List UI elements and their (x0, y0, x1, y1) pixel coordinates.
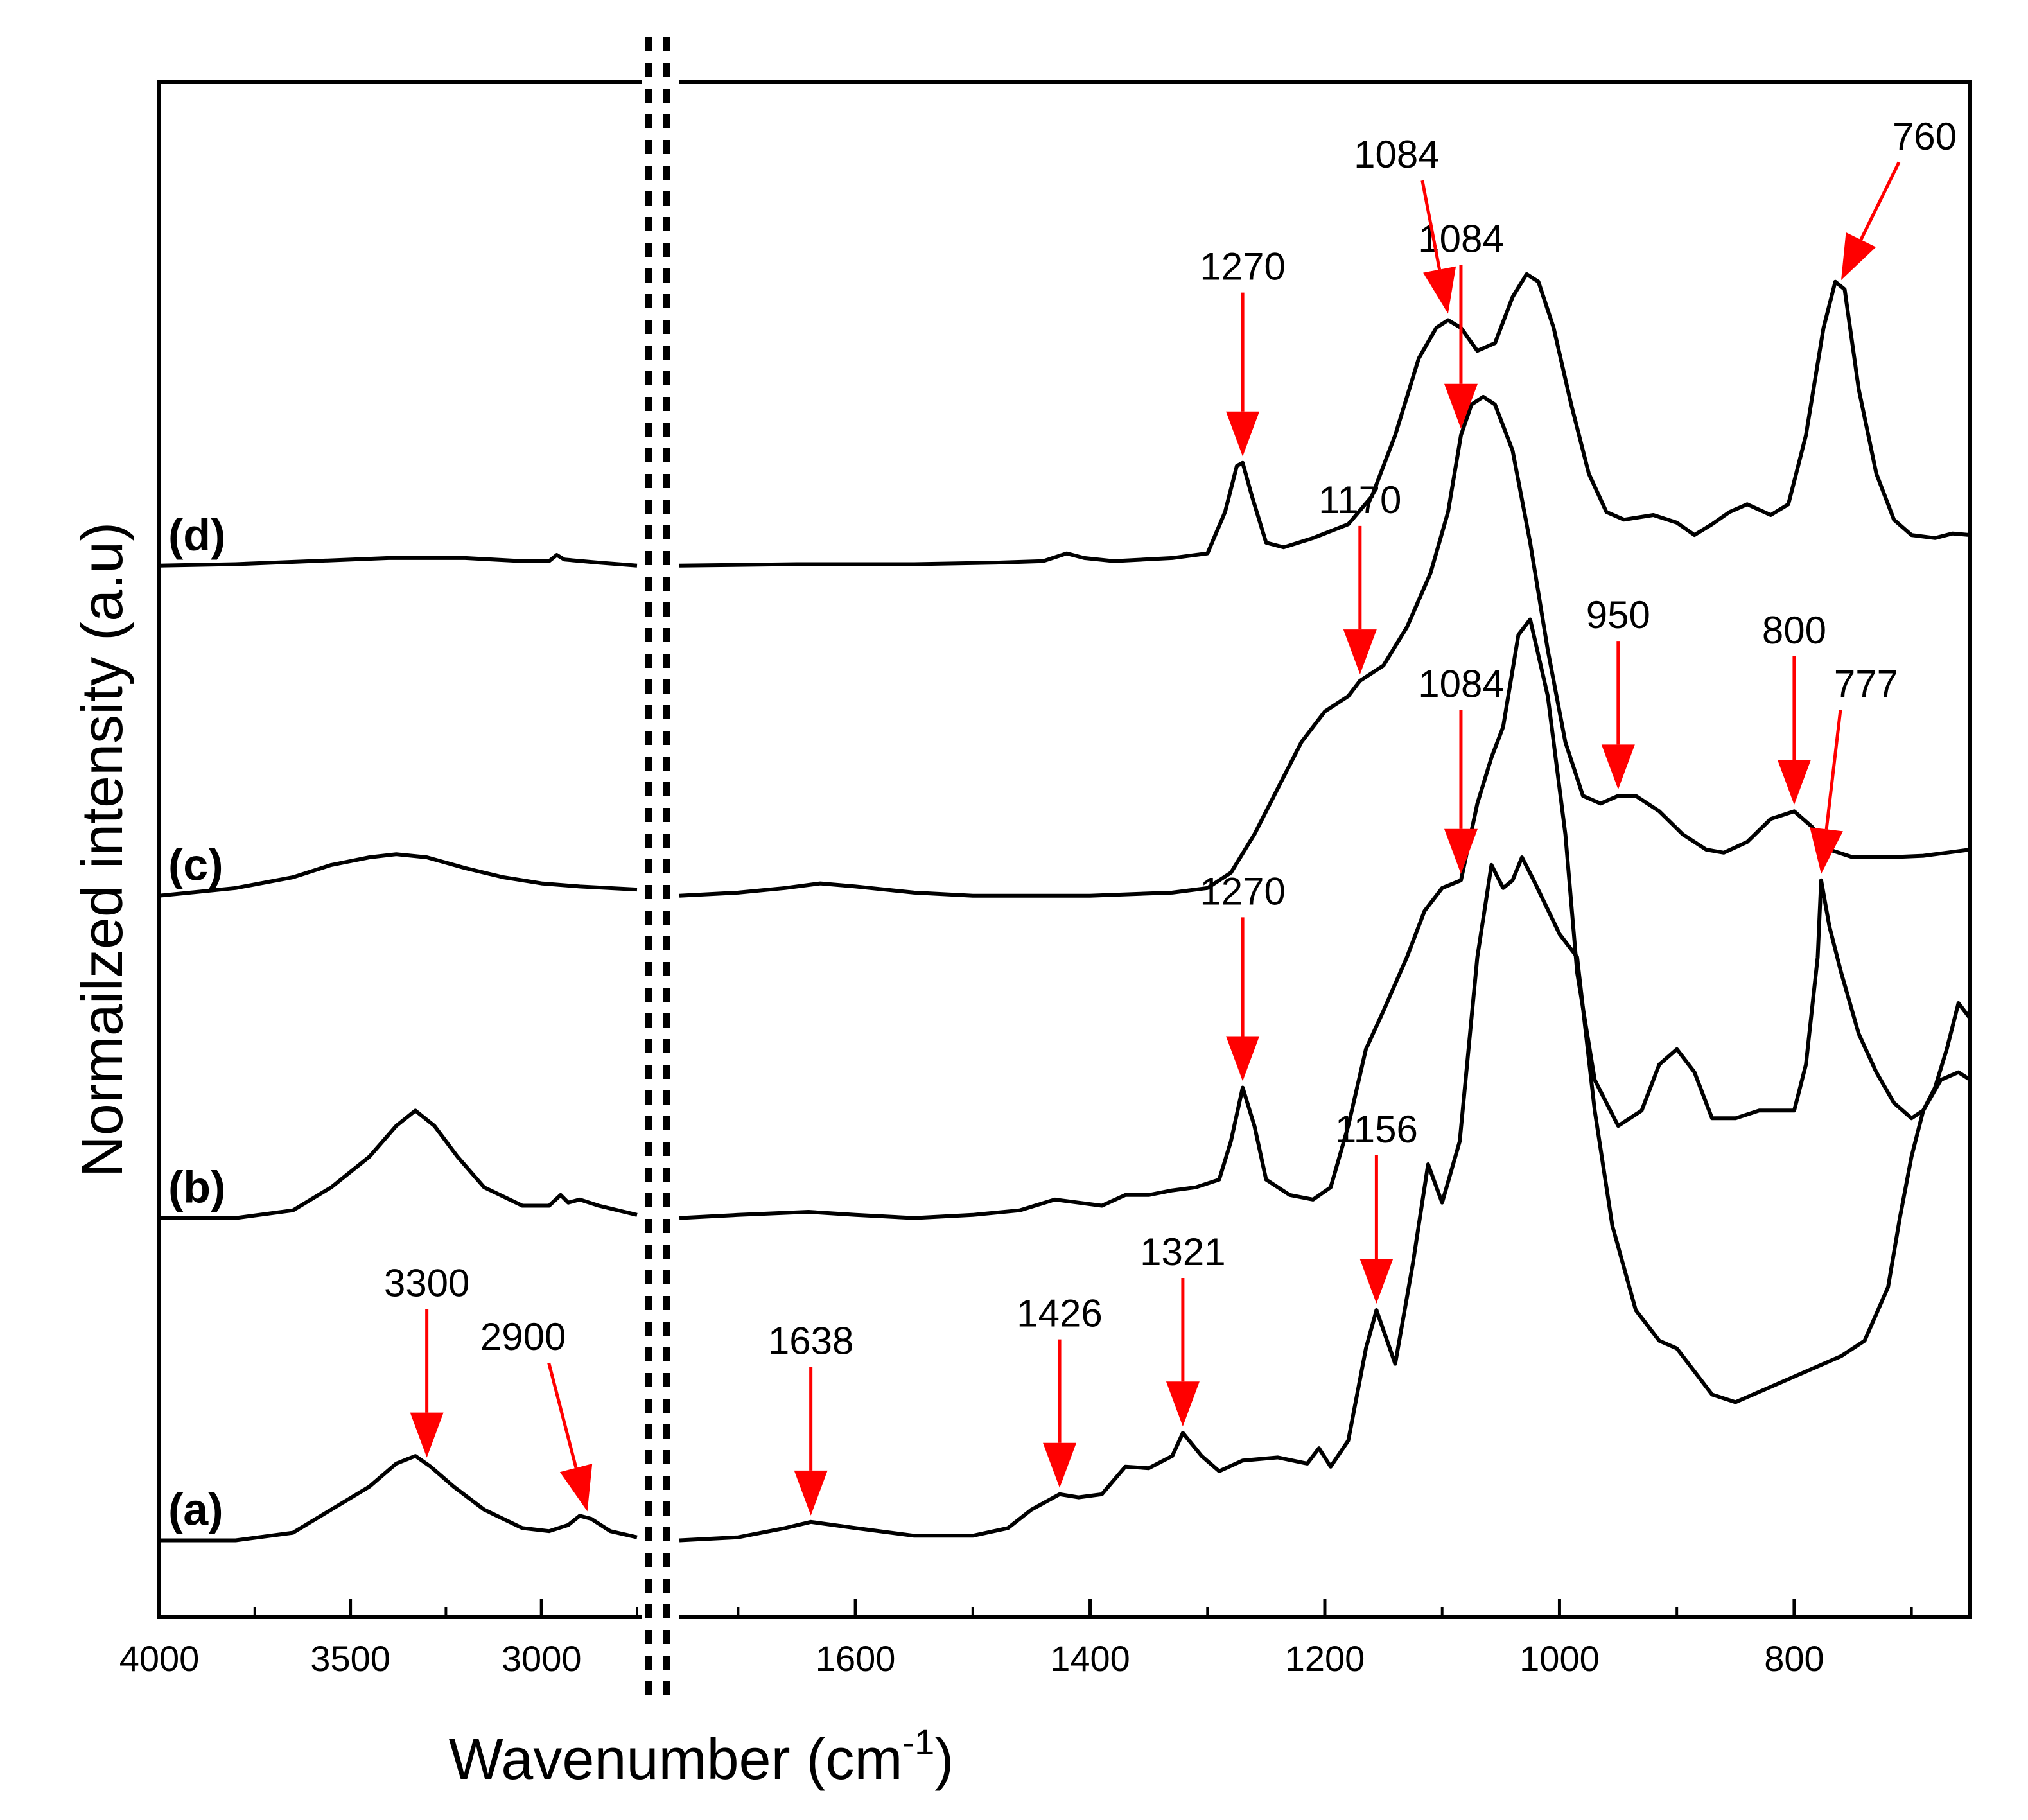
peak-arrow-head (1226, 1036, 1260, 1081)
peak-label: 1084 (1354, 133, 1439, 176)
trace-line-left (159, 1108, 638, 1220)
peak-arrow-head (1444, 828, 1478, 874)
peak-label: 1156 (1335, 1108, 1418, 1151)
peak-label: 1426 (1017, 1292, 1102, 1335)
trace-line-right (679, 855, 1972, 1543)
plot-frame (157, 80, 1972, 1619)
x-tick-label: 1000 (1519, 1638, 1600, 1679)
peak-annotations: 3300 2900 1638 1426 1321 1156 1270 1084 777 1170 1… (384, 115, 1957, 1516)
trace-line-left (159, 553, 638, 568)
x-tick-label: 1400 (1050, 1638, 1130, 1679)
peak-label: 1270 (1200, 870, 1285, 913)
frame-left-segment (157, 80, 642, 1619)
trace-label: (a) (168, 1485, 223, 1535)
peak-arrow-head (1444, 383, 1478, 429)
peak-label: 3300 (384, 1261, 469, 1304)
peak-label: 1270 (1200, 245, 1285, 288)
peak-arrow-shaft (1859, 161, 1901, 241)
x-axis-title-sup: -1 (903, 1722, 935, 1762)
peak-arrow-shaft (1420, 180, 1442, 270)
peak-label: 1638 (768, 1320, 853, 1363)
peak-arrow-head (1043, 1442, 1077, 1488)
peak-arrow-head (1601, 744, 1635, 790)
peak-arrow-shaft (547, 1362, 578, 1469)
peak-label: 777 (1834, 663, 1898, 706)
trace-label: (c) (168, 840, 223, 890)
trace-label: (b) (168, 1162, 225, 1212)
trace-label: (d) (168, 510, 225, 560)
trace-line-right (679, 617, 1971, 1220)
x-tick-label: 4000 (119, 1638, 200, 1679)
peak-arrow-head (1777, 760, 1811, 805)
peak-arrow-head (559, 1464, 593, 1512)
peak-arrow-head (1423, 266, 1456, 314)
trace-line-right (679, 394, 1971, 898)
x-tick-label: 3500 (310, 1638, 390, 1679)
peak-label: 950 (1586, 593, 1650, 636)
axis-break (645, 37, 670, 1695)
x-tick-label: 800 (1764, 1638, 1824, 1679)
x-tick-label: 1600 (816, 1638, 896, 1679)
trace-line-left (159, 852, 638, 898)
x-tick-label: 1200 (1285, 1638, 1365, 1679)
peak-arrow-shaft (1824, 710, 1842, 830)
peak-arrow-head (1166, 1381, 1200, 1427)
peak-arrow-head (1359, 1259, 1394, 1304)
x-axis-title: Wavenumber (cm-1) (449, 1722, 954, 1792)
spectra-traces (159, 272, 1972, 1543)
peak-label: 800 (1762, 609, 1826, 652)
peak-label: 760 (1893, 115, 1957, 158)
x-tick-label: 3000 (502, 1638, 582, 1679)
frame-right-segment (679, 80, 1972, 1619)
trace-line-left (159, 1454, 638, 1543)
y-axis-title: Normailzed intensity (a.u) (71, 522, 135, 1177)
peak-arrow-head (410, 1412, 444, 1458)
peak-label: 1321 (1140, 1230, 1225, 1273)
trace-labels: (a) (b) (c) (d) (168, 510, 225, 1535)
peak-arrow-head (1226, 411, 1260, 457)
trace-line-right (679, 272, 1971, 568)
peak-arrow-head (1343, 629, 1377, 675)
peak-label: 1084 (1418, 663, 1503, 706)
peak-arrow-head (794, 1470, 828, 1516)
peak-label: 1170 (1318, 478, 1401, 521)
peak-arrow-head (1841, 232, 1876, 281)
x-ticks: 4000 3500 3000 1600 1400 1200 1000 800 (119, 1599, 1913, 1679)
peak-label: 2900 (480, 1315, 566, 1358)
x-axis-title-close: ) (934, 1728, 954, 1792)
x-axis-title-main: Wavenumber (cm (449, 1728, 903, 1792)
peak-arrow-head (1810, 827, 1843, 874)
